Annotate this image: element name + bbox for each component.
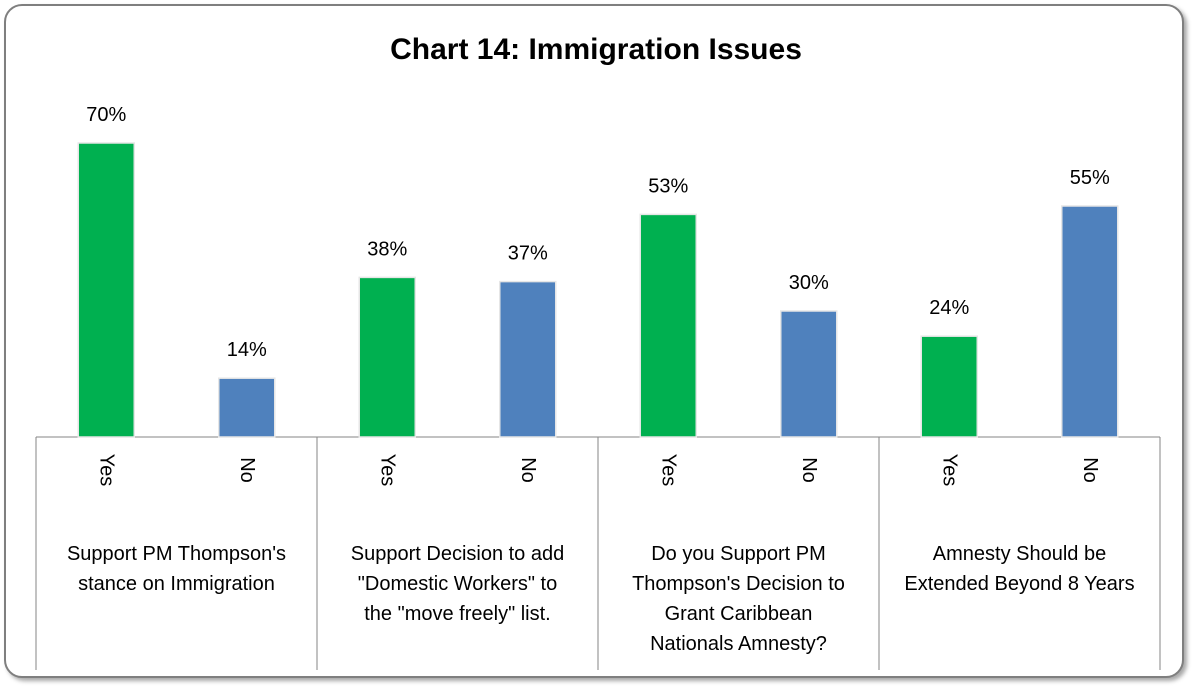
category-tick-label: Yes: [657, 454, 679, 487]
bar: [920, 335, 978, 438]
bar: [499, 280, 557, 438]
bar: [218, 377, 276, 438]
data-label: 53%: [648, 175, 688, 197]
chart-frame: [4, 4, 1184, 678]
group-label: Nationals Amnesty?: [650, 633, 827, 655]
bar: [1061, 205, 1119, 438]
group-label: Support PM Thompson's: [67, 543, 286, 565]
data-label: 14%: [227, 339, 267, 361]
group-label: "Domestic Workers" to: [358, 573, 557, 595]
bar: [77, 142, 135, 438]
data-label: 55%: [1070, 167, 1110, 189]
category-tick-label: Yes: [376, 454, 398, 487]
group-label: Grant Caribbean: [665, 603, 813, 625]
group-label: the "move freely" list.: [364, 603, 550, 625]
category-tick-label: No: [517, 457, 539, 483]
bar: [780, 310, 838, 438]
category-tick-label: Yes: [938, 454, 960, 487]
data-label: 38%: [367, 238, 407, 260]
group-label: Thompson's Decision to: [632, 573, 845, 595]
bar: [639, 213, 697, 438]
category-tick-label: No: [1079, 457, 1101, 483]
group-label: Do you Support PM: [651, 543, 826, 565]
chart-title: Chart 14: Immigration Issues: [390, 33, 802, 66]
group-label: Amnesty Should be: [933, 543, 1106, 565]
data-label: 24%: [929, 297, 969, 319]
category-tick-label: Yes: [95, 454, 117, 487]
category-tick-label: No: [236, 457, 258, 483]
group-label: Support Decision to add: [351, 543, 564, 565]
group-label: stance on Immigration: [78, 573, 275, 595]
data-label: 70%: [86, 104, 126, 126]
group-label: Extended Beyond 8 Years: [904, 573, 1134, 595]
category-tick-label: No: [798, 457, 820, 483]
data-label: 37%: [508, 243, 548, 265]
bar: [358, 276, 416, 438]
data-label: 30%: [789, 272, 829, 294]
